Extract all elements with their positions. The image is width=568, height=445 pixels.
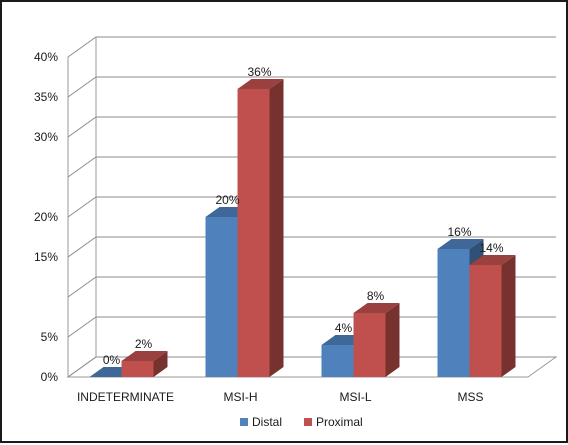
bar-top-proximal — [469, 255, 516, 265]
bar-distal — [437, 249, 470, 377]
legend: Distal Proximal — [240, 415, 363, 429]
bar-top-proximal — [121, 351, 168, 361]
y-tick-label: 20% — [34, 210, 58, 224]
legend-swatch-distal — [240, 418, 248, 426]
bar-proximal — [237, 89, 270, 377]
x-category-label: INDETERMINATE — [77, 390, 174, 404]
gridline-side — [67, 36, 97, 58]
data-label-proximal: 14% — [479, 241, 503, 255]
gridlines — [67, 36, 556, 378]
x-category-label: MSI-H — [224, 390, 258, 404]
bar-proximal — [353, 313, 386, 377]
bar-side-proximal — [501, 255, 516, 377]
bars — [89, 79, 516, 377]
data-label-distal: 20% — [215, 193, 239, 207]
gridline-side — [67, 116, 97, 138]
gridline-side — [67, 236, 97, 258]
y-tick-label: 15% — [34, 250, 58, 264]
data-label-distal: 0% — [103, 353, 121, 367]
x-axis-categories: INDETERMINATE MSI-H MSI-L MSS — [77, 390, 484, 404]
data-label-proximal: 2% — [135, 337, 153, 351]
bar-proximal — [121, 361, 154, 377]
y-tick-label: 30% — [34, 130, 58, 144]
bar-side-proximal — [153, 351, 168, 377]
gridline-side — [67, 156, 97, 178]
bar-top-distal — [437, 239, 484, 249]
bar-top-proximal — [353, 303, 400, 313]
gridline-side — [67, 356, 97, 378]
gridline-side — [67, 276, 97, 298]
y-tick-label: 5% — [41, 330, 59, 344]
bar-distal — [321, 345, 354, 377]
y-axis-ticks: 0% 5% 15% 20% 30% 35% 40% — [34, 50, 58, 384]
bar-side-proximal — [269, 79, 284, 377]
gridline-side — [67, 76, 97, 98]
data-label-proximal: 8% — [367, 289, 385, 303]
bar-side-proximal — [385, 303, 400, 377]
legend-swatch-proximal — [304, 418, 312, 426]
legend-label-distal: Distal — [252, 415, 282, 429]
legend-label-proximal: Proximal — [316, 415, 363, 429]
bar-top-proximal — [237, 79, 284, 89]
y-tick-label: 0% — [41, 370, 59, 384]
data-labels: 0% 2% 20% 36% 4% 8% 16% 14% — [103, 65, 504, 367]
gridline-side — [67, 316, 97, 338]
bar-distal — [205, 217, 238, 377]
data-label-proximal: 36% — [247, 65, 271, 79]
x-category-label: MSI-L — [339, 390, 371, 404]
gridline-side — [67, 196, 97, 218]
y-tick-label: 35% — [34, 90, 58, 104]
data-label-distal: 4% — [335, 321, 353, 335]
x-category-label: MSS — [457, 390, 483, 404]
data-label-distal: 16% — [447, 225, 471, 239]
y-tick-label: 40% — [34, 50, 58, 64]
bar-proximal — [469, 265, 502, 377]
